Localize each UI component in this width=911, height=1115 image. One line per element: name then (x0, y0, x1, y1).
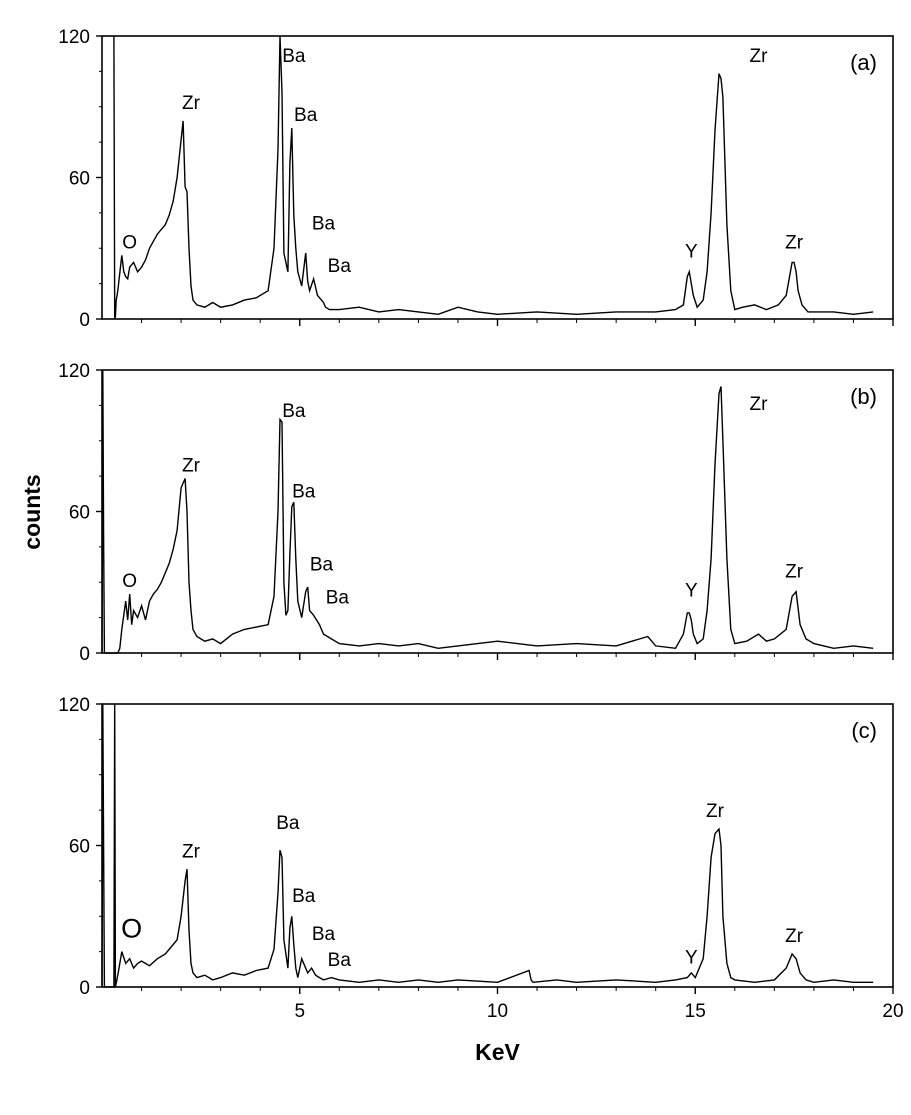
y-tick-label: 120 (58, 27, 90, 48)
x-tick-label: 5 (294, 1001, 305, 1022)
spectrum-line (101, 703, 874, 988)
peak-label-zr: Zr (785, 232, 804, 253)
peak-label-o: O (122, 232, 137, 253)
y-axis-title: counts (19, 474, 45, 549)
peak-label-y: Y (685, 242, 698, 263)
peak-label-zr: Zr (182, 455, 201, 476)
panel-b: 0 60 120 (b) O Zr Ba Ba Ba Ba Y Zr Zr (58, 361, 894, 665)
y-tick-label: 120 (58, 361, 90, 382)
peak-label-ba: Ba (312, 213, 336, 234)
y-tick-label: 0 (79, 978, 90, 999)
peak-label-ba: Ba (282, 46, 306, 67)
peak-label-zr: Zr (750, 46, 769, 67)
peak-label-ba: Ba (292, 481, 316, 502)
peak-label-ba: Ba (276, 813, 300, 834)
panel-tag: (c) (851, 718, 877, 743)
panel-tag: (a) (850, 50, 877, 75)
panel-tag: (b) (850, 384, 877, 409)
y-tick-label: 60 (69, 169, 90, 190)
peak-label-ba: Ba (312, 924, 336, 945)
peak-label-y: Y (685, 947, 698, 968)
peak-label-ba: Ba (310, 554, 334, 575)
peak-label-o: O (122, 571, 137, 592)
peak-label-ba: Ba (282, 401, 306, 422)
peak-label-zr: Zr (182, 841, 201, 862)
y-tick-label: 60 (69, 503, 90, 524)
peak-label-zr: Zr (785, 926, 804, 947)
y-tick-label: 120 (58, 695, 90, 716)
peak-label-zr: Zr (182, 93, 201, 114)
peak-label-ba: Ba (294, 105, 318, 126)
peak-label-zr: Zr (706, 801, 725, 822)
x-tick-label: 15 (685, 1001, 706, 1022)
peak-label-ba: Ba (328, 256, 352, 277)
peak-label-ba: Ba (326, 587, 350, 608)
peak-label-zr: Zr (785, 562, 804, 583)
panel-c: 0 60 120 5 10 15 20 KeV (c) O Zr Ba Ba Ba Ba Y Zr Zr (58, 695, 903, 1065)
peak-label-ba: Ba (292, 886, 316, 907)
x-tick-label: 20 (882, 1001, 903, 1022)
peak-label-ba: Ba (328, 950, 352, 971)
x-axis-title: KeV (475, 1039, 520, 1065)
x-tick-label: 10 (487, 1001, 508, 1022)
peak-label-zr: Zr (750, 394, 769, 415)
spectrum-line (113, 35, 874, 320)
peak-label-o: O (121, 913, 142, 943)
plot-frame (101, 35, 894, 320)
peak-label-y: Y (685, 580, 698, 601)
y-tick-label: 0 (79, 310, 90, 331)
plot-frame (101, 369, 894, 654)
y-tick-label: 0 (79, 644, 90, 665)
y-tick-label: 60 (69, 837, 90, 858)
plot-frame (101, 703, 894, 988)
panel-a: 0 60 120 (a) O Zr Ba Ba Ba Ba Y Zr Zr (58, 27, 894, 331)
spectrum-line (101, 369, 874, 654)
